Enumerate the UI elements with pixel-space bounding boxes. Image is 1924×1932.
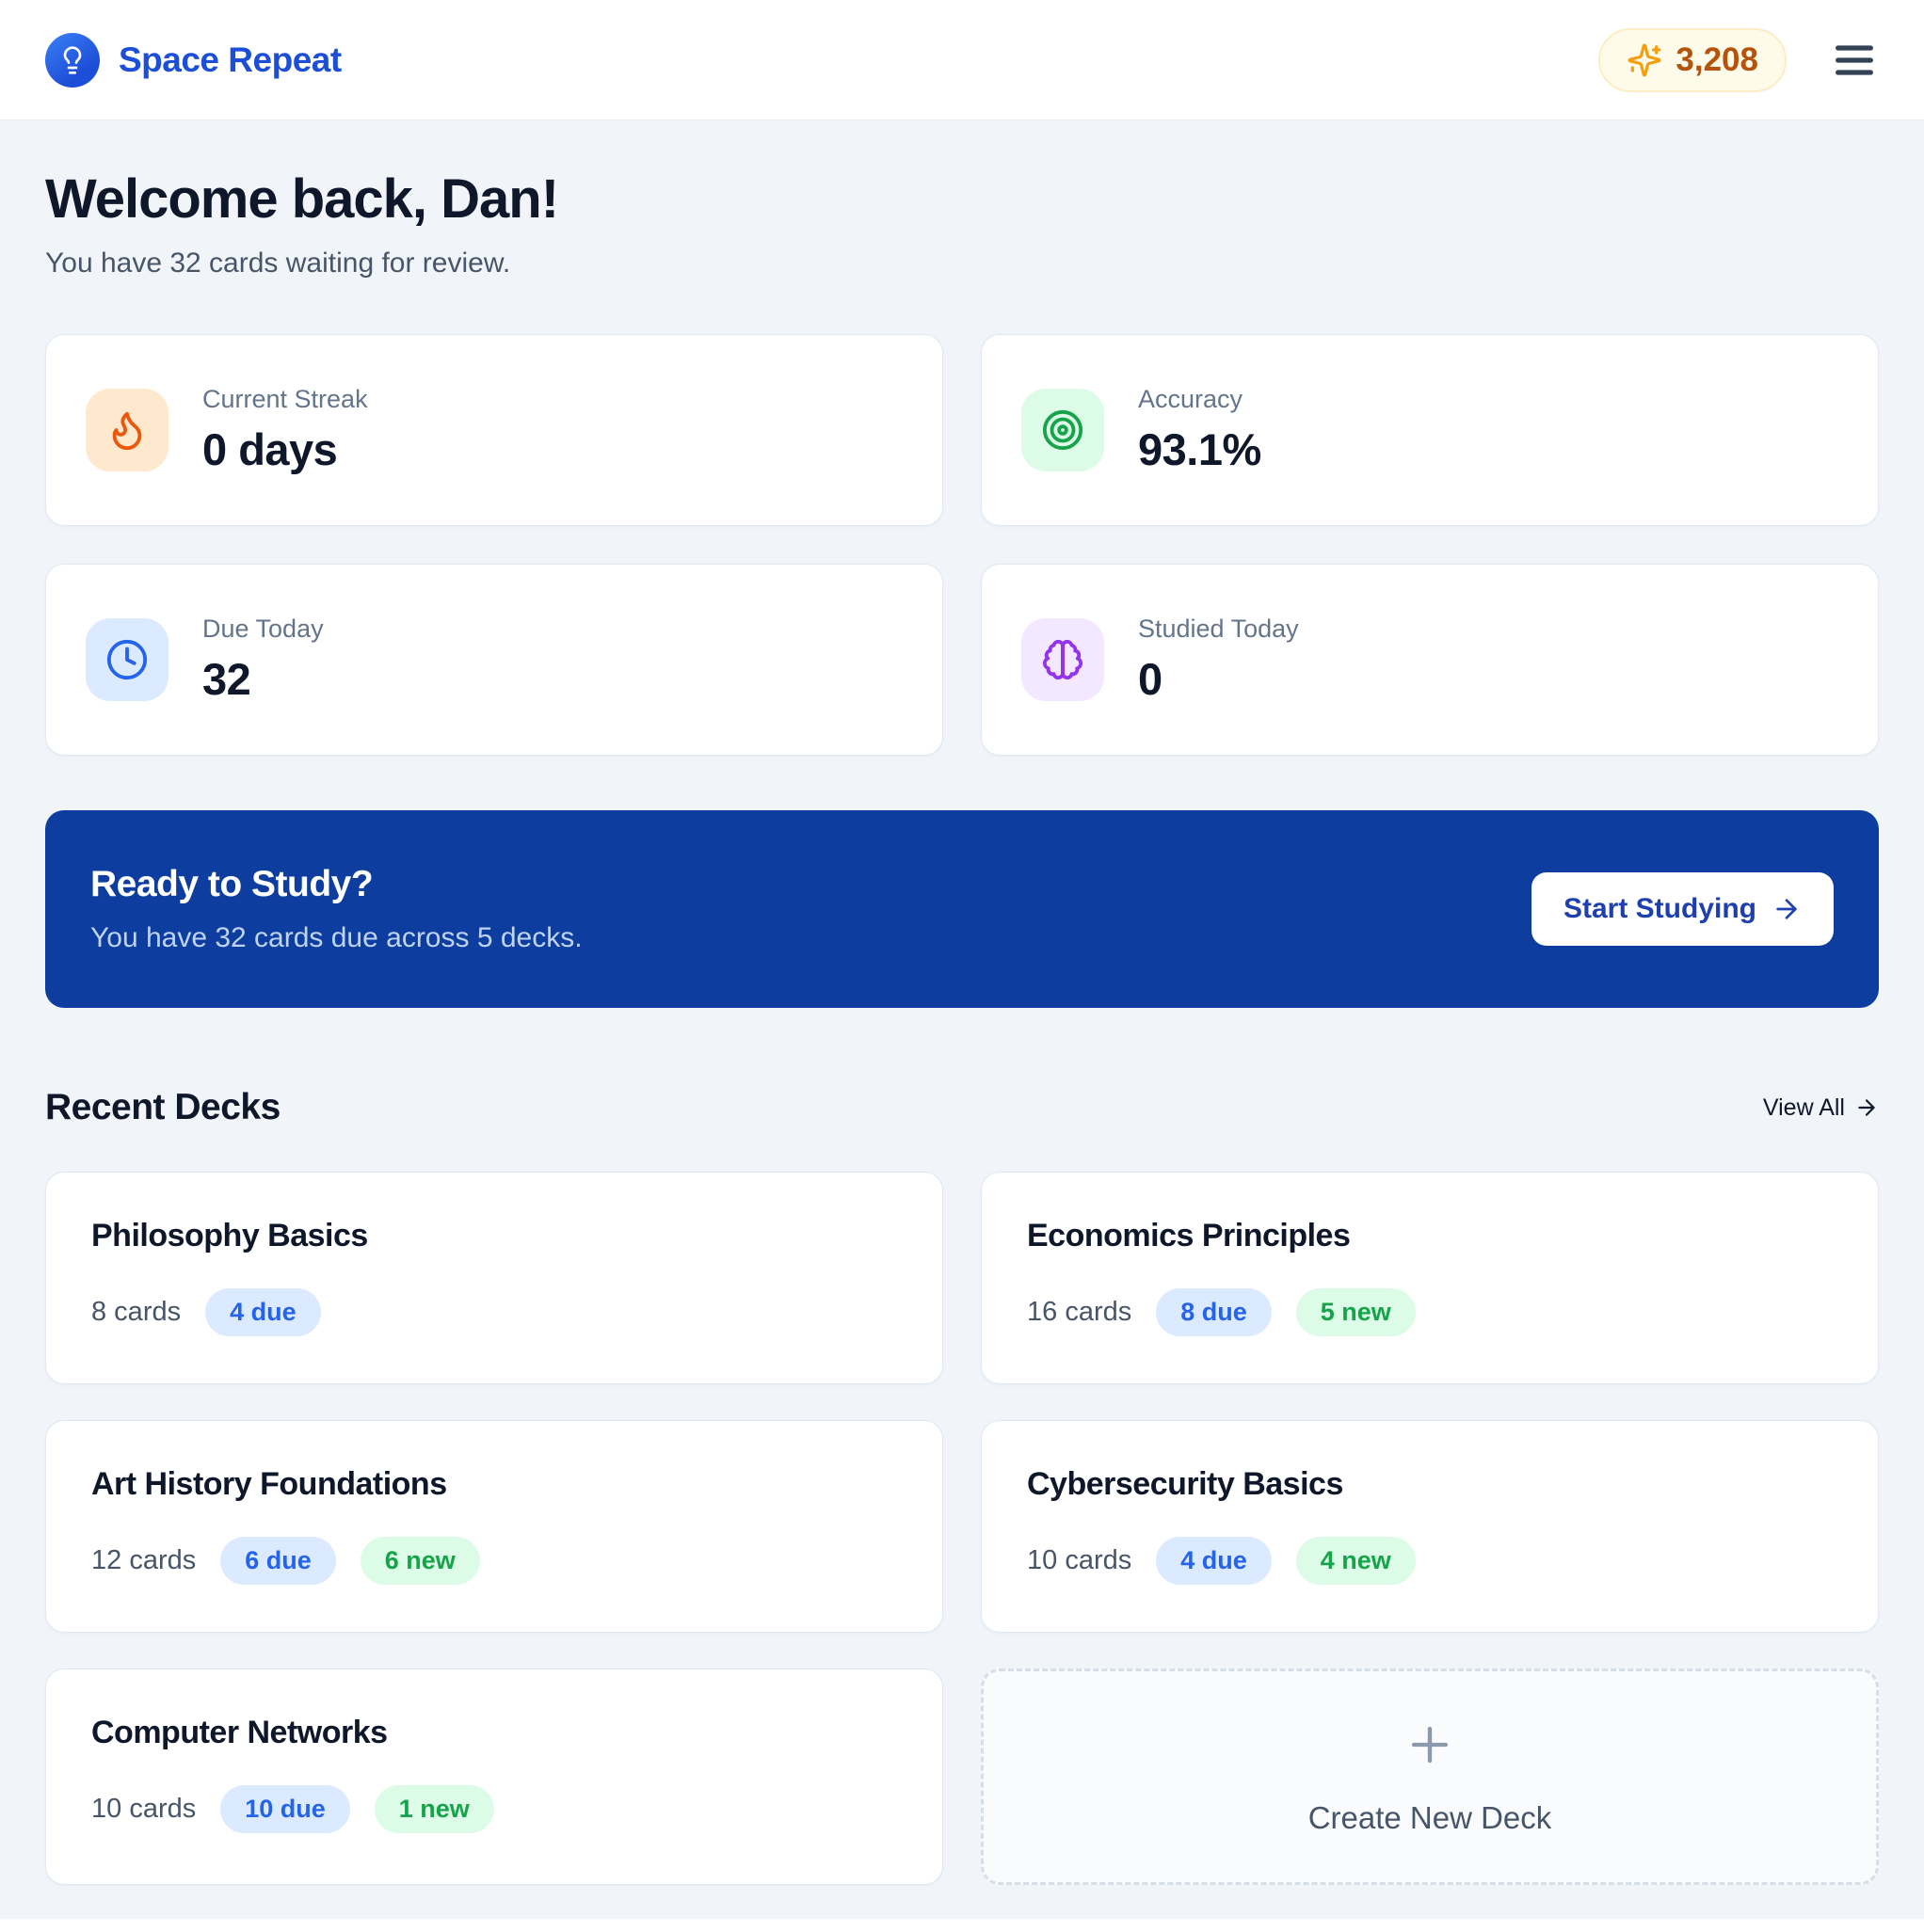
deck-due-badge: 8 due [1156, 1288, 1272, 1336]
deck-meta: 16 cards 8 due 5 new [1027, 1288, 1833, 1336]
create-new-deck-label: Create New Deck [1307, 1800, 1552, 1835]
view-all-label: View All [1762, 1094, 1845, 1121]
deck-cards-count: 16 cards [1027, 1297, 1132, 1327]
deck-due-badge: 10 due [220, 1785, 350, 1833]
study-banner-subtitle: You have 32 cards due across 5 decks. [90, 922, 583, 953]
page-title: Welcome back, Dan! [45, 168, 559, 230]
deck-card[interactable]: Computer Networks 10 cards 10 due 1 new [45, 1669, 943, 1885]
deck-name: Cybersecurity Basics [1027, 1466, 1343, 1502]
deck-new-badge: 4 new [1295, 1537, 1416, 1585]
study-banner-text: Ready to Study? You have 32 cards due ac… [90, 864, 583, 954]
points-value: 3,208 [1675, 40, 1758, 78]
deck-meta: 12 cards 6 due 6 new [91, 1537, 897, 1585]
deck-cards-count: 12 cards [91, 1545, 197, 1575]
create-new-deck-button[interactable]: Create New Deck [981, 1669, 1879, 1885]
start-studying-button[interactable]: Start Studying [1531, 872, 1834, 946]
stat-label: Studied Today [1138, 615, 1299, 643]
dashboard: Welcome back, Dan! You have 32 cards wai… [0, 120, 1924, 1919]
deck-new-badge: 1 new [374, 1785, 494, 1833]
deck-new-badge: 6 new [360, 1537, 480, 1585]
stat-value: 32 [202, 654, 251, 704]
decks-grid: Philosophy Basics 8 cards 4 due Economic… [45, 1172, 1879, 1885]
arrow-right-icon [1858, 1099, 1875, 1116]
header-actions: 3,208 [1598, 27, 1879, 92]
deck-cards-count: 10 cards [91, 1794, 197, 1824]
deck-due-badge: 6 due [220, 1537, 336, 1585]
deck-due-badge: 4 due [1156, 1537, 1272, 1585]
stat-value: 0 days [202, 424, 338, 474]
stat-value: 0 [1138, 654, 1162, 704]
plus-icon [1411, 1726, 1449, 1764]
deck-due-badge: 4 due [205, 1288, 321, 1336]
target-icon [1021, 389, 1104, 471]
brain-icon [1021, 618, 1104, 701]
deck-card[interactable]: Philosophy Basics 8 cards 4 due [45, 1172, 943, 1384]
deck-card[interactable]: Cybersecurity Basics 10 cards 4 due 4 ne… [981, 1420, 1879, 1633]
deck-name: Computer Networks [91, 1715, 388, 1750]
page-bottom-strip [0, 1919, 1924, 1932]
deck-cards-count: 10 cards [1027, 1545, 1132, 1575]
stat-card: Due Today 32 [45, 564, 943, 756]
points-badge[interactable]: 3,208 [1598, 27, 1787, 92]
lightbulb-logo-icon [45, 32, 100, 88]
hamburger-icon [1836, 44, 1873, 75]
recent-decks-header: Recent Decks View All [45, 1087, 1879, 1128]
stat-text: Accuracy 93.1% [1138, 385, 1261, 475]
stat-value: 93.1% [1138, 424, 1261, 474]
stat-card: Accuracy 93.1% [981, 334, 1879, 526]
hamburger-menu-button[interactable] [1830, 36, 1879, 85]
deck-new-badge: 5 new [1295, 1288, 1416, 1336]
stat-label: Current Streak [202, 385, 368, 413]
deck-name: Economics Principles [1027, 1218, 1351, 1253]
deck-meta: 10 cards 4 due 4 new [1027, 1537, 1833, 1585]
deck-card[interactable]: Art History Foundations 12 cards 6 due 6… [45, 1420, 943, 1633]
recent-decks-title: Recent Decks [45, 1087, 281, 1127]
stat-text: Due Today 32 [202, 615, 324, 705]
stat-text: Current Streak 0 days [202, 385, 368, 475]
clock-icon [86, 618, 168, 701]
view-all-link[interactable]: View All [1763, 1094, 1879, 1122]
stat-label: Accuracy [1138, 385, 1243, 413]
deck-name: Philosophy Basics [91, 1218, 368, 1253]
flame-icon [86, 389, 168, 471]
start-studying-label: Start Studying [1563, 893, 1756, 924]
stat-text: Studied Today 0 [1138, 615, 1299, 705]
sparkles-icon [1627, 43, 1661, 76]
deck-meta: 10 cards 10 due 1 new [91, 1785, 897, 1833]
stats-grid: Current Streak 0 days Accuracy 93.1% Due… [45, 334, 1879, 756]
page-subtitle: You have 32 cards waiting for review. [45, 247, 511, 279]
app-header: Space Repeat 3,208 [0, 0, 1924, 120]
stat-card: Current Streak 0 days [45, 334, 943, 526]
brand-name: Space Repeat [119, 40, 342, 79]
stat-label: Due Today [202, 615, 324, 643]
deck-meta: 8 cards 4 due [91, 1288, 897, 1336]
deck-name: Art History Foundations [91, 1466, 447, 1502]
deck-cards-count: 8 cards [91, 1297, 182, 1327]
study-banner: Ready to Study? You have 32 cards due ac… [45, 810, 1879, 1008]
brand: Space Repeat [45, 32, 342, 88]
stat-card: Studied Today 0 [981, 564, 1879, 756]
deck-card[interactable]: Economics Principles 16 cards 8 due 5 ne… [981, 1172, 1879, 1384]
arrow-right-icon [1776, 899, 1797, 919]
study-banner-title: Ready to Study? [90, 864, 374, 904]
